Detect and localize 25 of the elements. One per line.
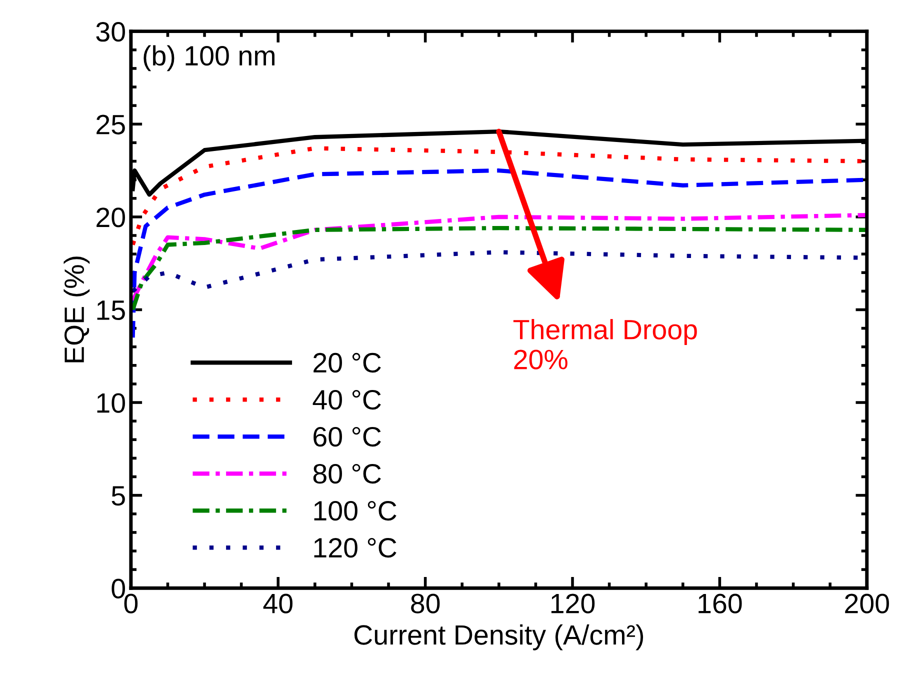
legend-label: 100 °C	[314, 500, 396, 521]
x-tick-label: 0	[124, 594, 138, 614]
line-series	[130, 212, 867, 303]
y-tick-label: 15	[97, 300, 125, 320]
x-tick-label: 120	[551, 594, 595, 614]
x-tick-label: 80	[411, 594, 440, 614]
legend-label: 80 °C	[313, 464, 381, 484]
y-tick-label: 20	[96, 208, 125, 228]
annotation: (b) 100 nm	[144, 45, 274, 72]
legend-label: 40 °C	[312, 390, 381, 410]
x-tick-label: 40	[263, 594, 292, 614]
line-series	[130, 226, 867, 312]
legend-label: 120 °C	[314, 538, 396, 558]
legend-label: 20 °C	[314, 352, 381, 373]
x-tick-label: 160	[698, 594, 742, 614]
y-tick-label: 10	[97, 393, 125, 413]
y-tick-label: 5	[112, 486, 125, 506]
x-tick-label: 200	[845, 594, 889, 614]
y-axis-title: EQE (%)	[64, 256, 90, 362]
legend-label: 60 °C	[314, 426, 381, 447]
y-tick-label: 25	[96, 114, 125, 134]
x-axis-title: Current Density (A/cm²)	[354, 624, 644, 650]
y-tick-label: 0	[112, 578, 125, 598]
y-tick-label: 30	[96, 22, 125, 42]
annotation: Thermal Droop 20%	[513, 319, 697, 370]
